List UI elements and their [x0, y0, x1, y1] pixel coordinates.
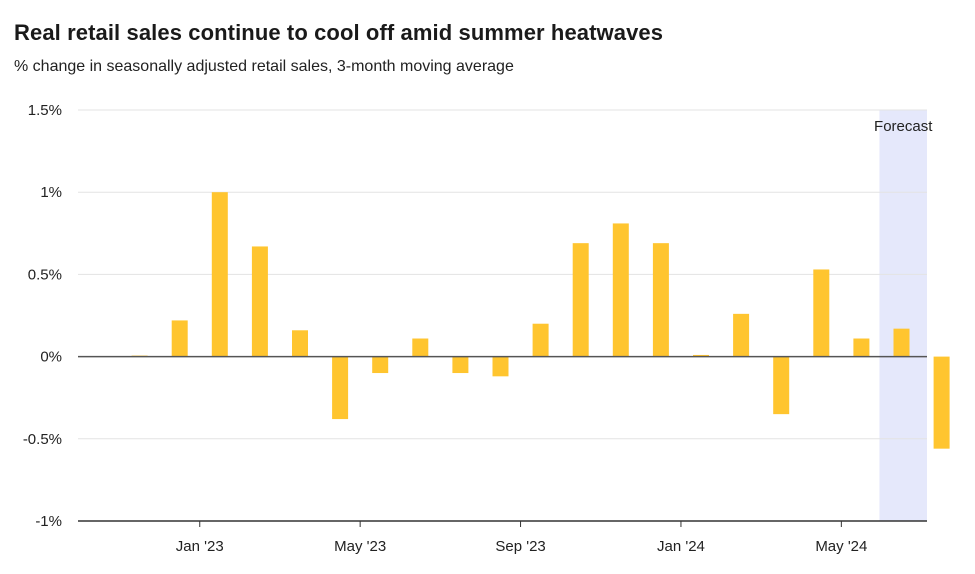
y-tick-label: 0.5%: [28, 266, 62, 283]
forecast-band: [879, 110, 927, 521]
bar: [612, 223, 629, 357]
bar: [452, 356, 469, 374]
y-tick-label: -0.5%: [23, 431, 62, 448]
bar: [251, 246, 268, 357]
bar: [171, 320, 188, 357]
y-tick-label: -1%: [35, 513, 62, 530]
bar: [532, 323, 549, 357]
bar: [572, 243, 589, 357]
x-tick-label: Sep '23: [495, 538, 545, 555]
bar: [893, 328, 910, 357]
x-tick-label: Jan '23: [176, 538, 224, 555]
chart-title: Real retail sales continue to cool off a…: [14, 20, 664, 45]
bar: [492, 356, 509, 377]
bar: [332, 356, 349, 420]
y-tick-label: 1.5%: [28, 102, 62, 119]
y-tick-label: 0%: [40, 349, 62, 366]
x-tick-label: May '24: [815, 538, 867, 555]
bar: [693, 354, 709, 357]
bar: [933, 356, 950, 449]
bar: [292, 330, 308, 357]
bar: [853, 338, 870, 357]
bar: [372, 356, 389, 374]
x-tick-label: Jan '24: [657, 538, 705, 555]
bar: [211, 192, 228, 357]
bar: [733, 313, 750, 357]
chart-subtitle: % change in seasonally adjusted retail s…: [14, 58, 514, 75]
bar: [813, 269, 830, 357]
bar: [773, 356, 790, 415]
bar: [652, 243, 669, 357]
bar: [412, 338, 429, 357]
x-tick-label: May '23: [334, 538, 386, 555]
y-tick-label: 1%: [40, 184, 62, 201]
forecast-label: Forecast: [874, 118, 933, 135]
